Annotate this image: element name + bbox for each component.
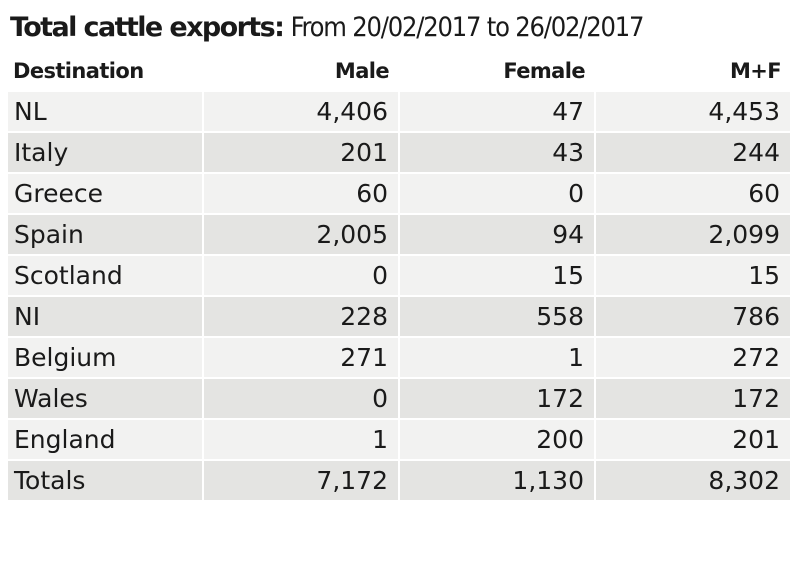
title-date-range: From 20/02/2017 to 26/02/2017 [290,12,645,43]
totals-row: Totals 7,172 1,130 8,302 [6,459,790,502]
table-title: Total cattle exports: From 20/02/2017 to… [10,8,645,48]
cell-female: 47 [398,90,596,133]
cell-total: 60 [594,172,790,215]
cell-male: 4,406 [202,90,400,133]
table-row: Italy 201 43 244 [6,131,790,174]
cell-female: 94 [398,213,596,256]
cell-total: 786 [594,295,790,338]
header-row: Destination Male Female M+F [7,52,790,91]
cell-total: 15 [594,254,790,297]
cell-female: 1 [398,336,596,379]
cell-destination: Totals [6,459,204,502]
cell-total: 272 [594,336,790,379]
cell-total: 8,302 [594,459,790,502]
cell-male: 0 [202,377,400,420]
cell-male: 228 [202,295,400,338]
cell-destination: Italy [6,131,204,174]
cell-destination: NI [6,295,204,338]
table-row: Scotland 0 15 15 [6,254,790,297]
table-row: NL 4,406 47 4,453 [6,90,790,133]
table-row: Spain 2,005 94 2,099 [6,213,790,256]
header-total: M+F [729,59,782,83]
header-male: Male [334,59,390,83]
cell-female: 1,130 [398,459,596,502]
cell-female: 172 [398,377,596,420]
cell-total: 2,099 [594,213,790,256]
cell-male: 201 [202,131,400,174]
table-row: Wales 0 172 172 [6,377,790,420]
cell-male: 2,005 [202,213,400,256]
cell-total: 4,453 [594,90,790,133]
table-row: Belgium 271 1 272 [6,336,790,379]
cell-total: 172 [594,377,790,420]
title-label: Total cattle exports: [10,12,285,43]
cell-female: 200 [398,418,596,461]
cell-female: 558 [398,295,596,338]
cell-male: 7,172 [202,459,400,502]
table-row: NI 228 558 786 [6,295,790,338]
cell-destination: Wales [6,377,204,420]
cell-destination: Spain [6,213,204,256]
cell-male: 271 [202,336,400,379]
cell-destination: Greece [6,172,204,215]
cell-female: 0 [398,172,596,215]
cell-female: 43 [398,131,596,174]
cell-total: 201 [594,418,790,461]
cattle-exports-table: Destination Male Female M+F NL 4,406 47 4,4… [6,52,790,502]
table-row: England 1 200 201 [6,418,790,461]
header-female: Female [503,59,585,83]
cell-destination: Belgium [6,336,204,379]
cell-destination: Scotland [6,254,204,297]
cell-male: 0 [202,254,400,297]
cell-destination: NL [6,90,204,133]
cell-destination: England [6,418,204,461]
cell-female: 15 [398,254,596,297]
table-row: Greece 60 0 60 [6,172,790,215]
cell-total: 244 [594,131,790,174]
cell-male: 60 [202,172,400,215]
cell-male: 1 [202,418,400,461]
header-destination: Destination [13,59,144,83]
